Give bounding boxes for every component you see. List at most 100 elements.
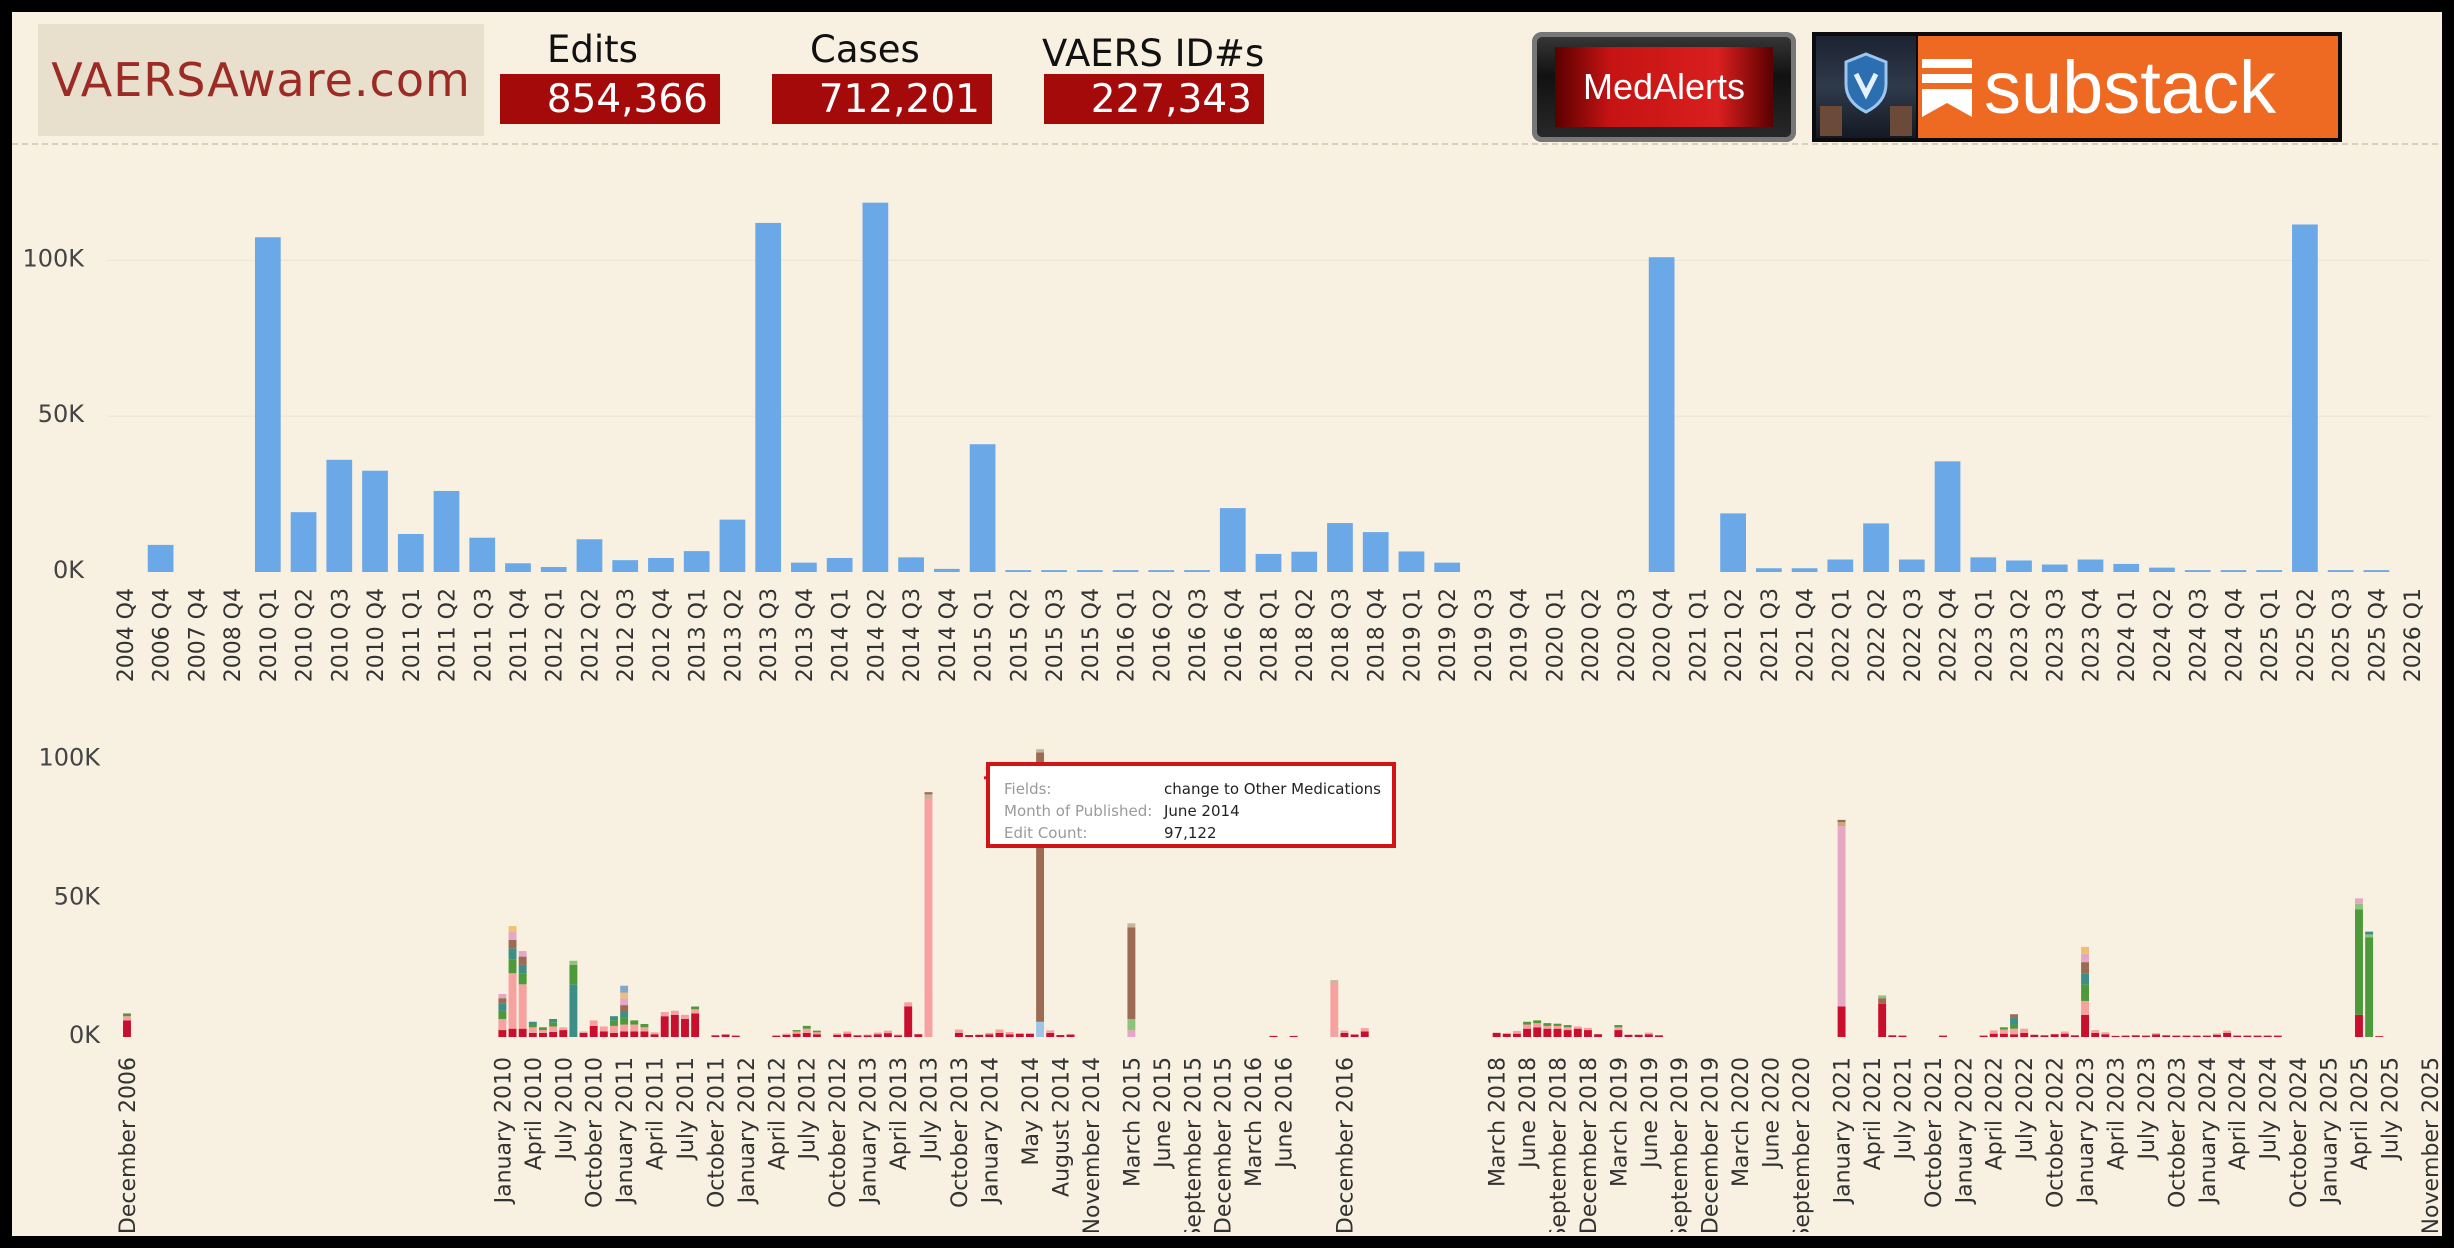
stacked-bar-segment bbox=[1614, 1030, 1623, 1037]
stacked-bar-segment bbox=[539, 1030, 547, 1033]
x-tick-label: 2014 Q3 bbox=[900, 588, 925, 682]
stacked-bar-segment bbox=[2081, 946, 2090, 954]
stacked-bar-segment bbox=[711, 1035, 720, 1037]
bar bbox=[2256, 570, 2283, 572]
stacked-bar-segment bbox=[2010, 1024, 2018, 1029]
stacked-bar-segment bbox=[833, 1033, 842, 1035]
x-tick-label: 2021 Q1 bbox=[1686, 588, 1711, 682]
stacked-bar-segment bbox=[123, 1020, 131, 1037]
x-tick-label: November 2025 bbox=[2419, 1057, 2442, 1232]
x-tick-label: July 2012 bbox=[796, 1057, 821, 1162]
x-tick-label: 2010 Q3 bbox=[328, 588, 353, 682]
bar bbox=[1863, 523, 1889, 572]
stacked-bar-segment bbox=[2223, 1032, 2232, 1037]
stacked-bar-segment bbox=[2253, 1035, 2262, 1037]
stacked-bar-segment bbox=[620, 1024, 629, 1032]
x-tick-label: 2020 Q3 bbox=[1615, 588, 1640, 682]
x-tick-label: April 2011 bbox=[644, 1057, 669, 1170]
x-tick-label: December 2018 bbox=[1577, 1057, 1602, 1232]
bar bbox=[683, 551, 710, 572]
stacked-bar-segment bbox=[681, 1018, 689, 1037]
substack-link[interactable]: substack bbox=[1812, 32, 2342, 142]
stacked-bar-segment bbox=[1553, 1023, 1562, 1026]
stacked-bar-segment bbox=[985, 1032, 994, 1035]
x-tick-label: January 2014 bbox=[978, 1057, 1003, 1205]
x-tick-label: 2013 Q1 bbox=[686, 588, 711, 682]
bar bbox=[540, 567, 567, 572]
stacked-bar-segment bbox=[650, 1034, 659, 1037]
x-tick-label: 2020 Q2 bbox=[1579, 588, 1604, 682]
stacked-bar-segment bbox=[620, 1031, 629, 1037]
stacked-bar-segment bbox=[721, 1034, 730, 1037]
bar bbox=[362, 470, 388, 572]
x-tick-label: April 2012 bbox=[765, 1057, 790, 1170]
x-tick-label: 2019 Q2 bbox=[1436, 588, 1461, 682]
bar bbox=[1648, 257, 1675, 572]
bar bbox=[791, 562, 817, 572]
medalerts-link[interactable]: MedAlerts bbox=[1532, 32, 1796, 142]
stacked-bar-segment bbox=[995, 1032, 1004, 1037]
x-tick-label: April 2010 bbox=[522, 1057, 547, 1170]
x-tick-label: 2011 Q3 bbox=[471, 588, 496, 682]
stacked-bar-segment bbox=[1654, 1035, 1663, 1037]
stacked-bar-segment bbox=[2223, 1030, 2232, 1033]
site-logo[interactable]: VAERSAware.com bbox=[38, 24, 484, 136]
bar bbox=[2220, 570, 2247, 572]
stacked-bar-segment bbox=[1878, 998, 1887, 1004]
stacked-bar-segment bbox=[1837, 819, 1846, 823]
x-tick-label: September 2018 bbox=[1546, 1057, 1571, 1232]
stacked-bar-segment bbox=[1543, 1025, 1552, 1029]
stacked-bar-segment bbox=[2375, 1036, 2384, 1037]
stacked-bar-segment bbox=[954, 1032, 963, 1037]
bar bbox=[397, 533, 424, 572]
bar bbox=[433, 490, 460, 572]
x-tick-label: July 2021 bbox=[1891, 1057, 1916, 1162]
stacked-bar-segment bbox=[1614, 1027, 1623, 1031]
stacked-bar-segment bbox=[812, 1032, 821, 1035]
bar bbox=[2327, 570, 2354, 572]
y-tick-label: 0K bbox=[53, 556, 85, 584]
stacked-bar-segment bbox=[1056, 1035, 1065, 1037]
x-tick-label: 2016 Q2 bbox=[1150, 588, 1175, 682]
stacked-bar-segment bbox=[873, 1032, 882, 1035]
stacked-bar-segment bbox=[599, 1026, 608, 1032]
stacked-bar-segment bbox=[620, 998, 629, 1006]
stacked-bar-segment bbox=[2202, 1035, 2211, 1037]
x-tick-label: 2014 Q1 bbox=[829, 588, 854, 682]
x-tick-label: June 2016 bbox=[1273, 1057, 1298, 1170]
x-tick-label: 2014 Q2 bbox=[864, 588, 889, 682]
stacked-bar-segment bbox=[1046, 1030, 1055, 1033]
kpi-cases-value: 712,201 bbox=[772, 74, 992, 124]
stacked-bar-segment bbox=[1644, 1032, 1653, 1035]
x-tick-label: 2025 Q4 bbox=[2365, 588, 2390, 682]
stacked-bar-segment bbox=[498, 1003, 507, 1011]
stacked-bar-segment bbox=[2101, 1034, 2110, 1037]
x-tick-label: December 2006 bbox=[116, 1057, 141, 1232]
x-tick-label: July 2011 bbox=[674, 1057, 699, 1162]
y-tick-label: 50K bbox=[54, 882, 102, 910]
x-tick-label: 2022 Q2 bbox=[1865, 588, 1890, 682]
x-tick-label: January 2010 bbox=[491, 1057, 516, 1205]
stacked-bar-segment bbox=[1979, 1035, 1988, 1037]
x-tick-label: 2019 Q4 bbox=[1508, 588, 1533, 682]
stacked-bar-segment bbox=[1360, 1031, 1369, 1037]
stacked-bar-segment bbox=[924, 794, 933, 799]
stacked-bar-segment bbox=[2152, 1033, 2161, 1035]
stacked-bar-segment bbox=[2263, 1035, 2272, 1037]
bar bbox=[1291, 551, 1318, 572]
bar bbox=[1970, 557, 1997, 572]
stacked-bar-segment bbox=[670, 1014, 679, 1037]
stacked-bar-segment bbox=[691, 1009, 700, 1014]
x-tick-label: 2014 Q4 bbox=[936, 588, 961, 682]
x-tick-label: 2010 Q4 bbox=[364, 588, 389, 682]
x-tick-label: 2015 Q2 bbox=[1007, 588, 1032, 682]
stacked-bar-segment bbox=[620, 1005, 629, 1013]
stacked-bar-segment bbox=[1888, 1035, 1897, 1037]
stacked-bar-segment bbox=[508, 939, 517, 949]
stacked-bar-segment bbox=[610, 1032, 618, 1037]
stacked-bar-segment bbox=[2365, 937, 2374, 1037]
stacked-bar-segment bbox=[691, 1013, 700, 1037]
stacked-bar-segment bbox=[518, 951, 527, 957]
stacked-bar-segment bbox=[1360, 1028, 1369, 1032]
stacked-bar-segment bbox=[2212, 1034, 2221, 1037]
